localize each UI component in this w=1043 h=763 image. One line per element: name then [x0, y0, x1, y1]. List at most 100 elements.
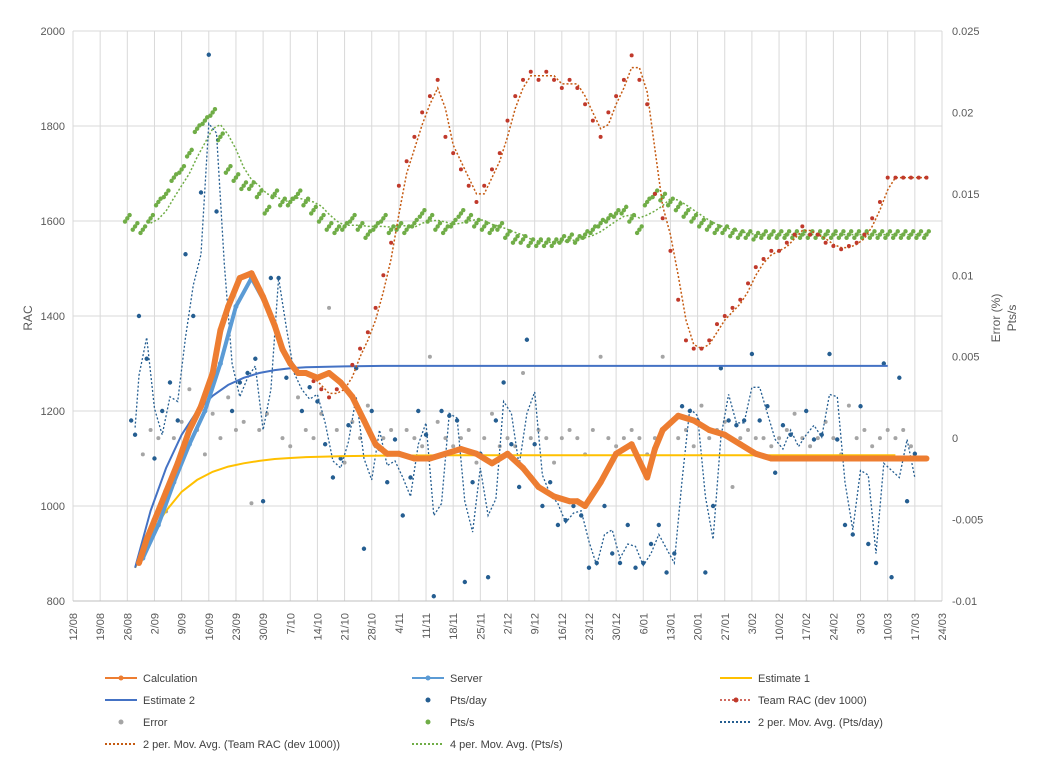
- pts-day-point: [563, 518, 568, 523]
- x-tick-label: 21/10: [340, 613, 352, 641]
- pts-day-point: [866, 541, 871, 547]
- pts-s-point: [665, 203, 671, 208]
- pts-s-point: [274, 188, 280, 193]
- pts-s-point: [598, 220, 603, 226]
- team-rac-point: [327, 395, 332, 400]
- pts-day-point: [509, 442, 514, 447]
- pts-s-point: [471, 224, 477, 229]
- pts-s-point: [880, 229, 885, 234]
- y-tick-label: 1800: [41, 121, 65, 133]
- pts-s-point: [484, 220, 489, 226]
- pts-s-point: [398, 220, 404, 226]
- team-rac-point: [862, 232, 867, 237]
- error-point: [210, 411, 215, 416]
- pts-day-point: [183, 252, 188, 257]
- pts-s-point: [852, 235, 857, 241]
- pts-s-point: [181, 163, 187, 169]
- pts-day-point: [516, 484, 522, 490]
- pts-s-point: [565, 238, 570, 244]
- pts-day-point: [547, 480, 553, 485]
- pts-s-point: [156, 199, 161, 205]
- pts-s-point: [404, 227, 409, 232]
- pts-s-point: [805, 235, 810, 241]
- pts-s-point: [220, 131, 225, 136]
- error-point: [319, 411, 324, 416]
- legend-label: 4 per. Mov. Avg. (Pts/s): [450, 739, 563, 751]
- pts-s-point: [303, 199, 308, 205]
- pts-s-point: [549, 243, 554, 249]
- team-rac-point: [683, 338, 688, 343]
- team-rac-point: [800, 224, 805, 229]
- calculation-point: [163, 488, 170, 495]
- error-point: [466, 428, 471, 432]
- calculation-point: [143, 536, 150, 543]
- pts-day-point: [160, 408, 165, 414]
- pts-day-point: [524, 337, 530, 342]
- pts-s-point: [208, 113, 213, 118]
- pts-s-point: [430, 212, 435, 218]
- calculation-point: [675, 412, 682, 419]
- pts-day-point: [897, 375, 902, 380]
- calculation-point: [209, 370, 216, 376]
- pts-s-point: [623, 204, 629, 210]
- error-point: [590, 428, 595, 432]
- pts-day-point: [136, 313, 142, 319]
- x-tick-label: 10/03: [883, 613, 895, 641]
- error-point: [699, 403, 704, 408]
- team-rac-point: [722, 314, 727, 318]
- pts-s-point: [848, 229, 854, 234]
- error-point: [707, 436, 712, 441]
- team-rac-point: [404, 159, 409, 164]
- legend-label: Server: [450, 673, 483, 685]
- pts-s-point: [313, 204, 319, 210]
- pts-s-point: [218, 134, 223, 140]
- pts-day-point: [672, 551, 677, 556]
- calculation-point: [295, 370, 302, 376]
- error-point: [458, 436, 463, 441]
- pts-day-point: [132, 432, 138, 437]
- calculation-point: [248, 270, 255, 277]
- team-rac-point: [668, 248, 673, 253]
- pts-day-point: [765, 404, 770, 409]
- pts-day-point: [431, 594, 436, 599]
- error-point: [815, 436, 820, 441]
- pts-s-point: [489, 227, 495, 232]
- pts-s-point: [153, 203, 159, 208]
- pts-day-point: [462, 579, 468, 585]
- calculation-point: [151, 517, 158, 524]
- x-tick-label: 10/02: [774, 613, 786, 641]
- calculation-point: [198, 403, 205, 410]
- team-rac-point: [645, 102, 650, 107]
- error-point: [365, 403, 370, 408]
- pts-s-point: [696, 224, 702, 229]
- pts-s-point: [122, 219, 128, 224]
- error-point: [280, 436, 285, 441]
- pts-s-point: [825, 229, 831, 234]
- error-point: [257, 428, 262, 432]
- pts-s-point: [911, 229, 916, 234]
- x-tick-label: 6/01: [638, 613, 650, 634]
- pts-day-point: [858, 404, 863, 409]
- team-rac-point: [590, 118, 595, 123]
- pts-day-point: [128, 418, 134, 423]
- team-rac-point: [629, 53, 634, 58]
- pts-s-point: [138, 230, 143, 236]
- team-rac-point: [567, 77, 572, 82]
- error-point: [420, 444, 425, 449]
- calculation-point: [659, 427, 666, 433]
- pts-day-point: [369, 408, 374, 414]
- pts-s-point: [611, 214, 617, 219]
- calculation-point: [349, 393, 356, 400]
- pts-s-point: [786, 229, 792, 234]
- error-point: [908, 444, 913, 449]
- y-tick-label: 1400: [41, 311, 65, 323]
- legend-item: Estimate 1: [720, 673, 810, 685]
- team-rac-point: [474, 200, 479, 204]
- error-point: [435, 419, 440, 424]
- pts-s-point: [714, 227, 720, 232]
- calculation-point: [651, 446, 658, 452]
- pts-s-point: [309, 211, 314, 216]
- y2-axis-title-error: Error (%): [989, 294, 1003, 343]
- pts-s-point: [402, 230, 407, 236]
- pts-s-point: [924, 232, 929, 237]
